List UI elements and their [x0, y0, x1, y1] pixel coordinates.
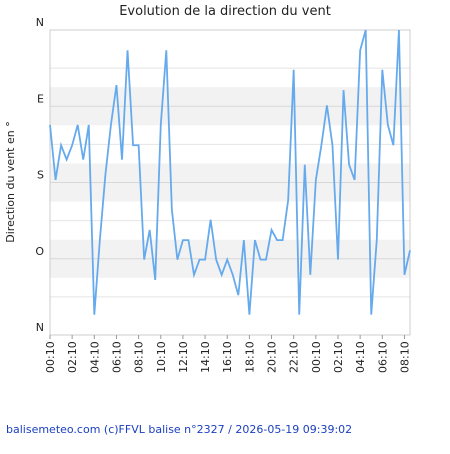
x-tick-label: 02:10 — [332, 341, 345, 373]
x-tick-label: 12:10 — [177, 341, 190, 373]
plot-frame — [49, 29, 411, 336]
x-tick-label: 00:10 — [44, 341, 57, 373]
x-tick-label: 04:10 — [88, 341, 101, 373]
chart-title: Evolution de la direction du vent — [119, 4, 331, 19]
footer: balisemeteo.com (c)FFVL balise n°2327 / … — [6, 423, 352, 436]
y-tick-label: N — [36, 321, 44, 334]
x-tick-label: 14:10 — [199, 341, 212, 373]
x-tick-label: 02:10 — [66, 341, 79, 373]
x-tick-label: 06:10 — [110, 341, 123, 373]
x-tick-label: 08:10 — [398, 341, 411, 373]
y-tick-label: O — [35, 245, 44, 258]
x-tick-label: 00:10 — [310, 341, 323, 373]
y-axis-label: Direction du vent en ° — [4, 121, 17, 242]
x-tick-label: 18:10 — [243, 341, 256, 373]
x-tick-label: 04:10 — [354, 341, 367, 373]
x-tick-label: 20:10 — [266, 341, 279, 373]
x-tick-label: 06:10 — [376, 341, 389, 373]
x-tick-label: 10:10 — [155, 341, 168, 373]
y-tick-label: S — [37, 169, 44, 182]
x-tick-label: 22:10 — [288, 341, 301, 373]
x-tick-label: 16:10 — [221, 341, 234, 373]
y-tick-label: E — [37, 92, 44, 105]
data-line — [49, 29, 411, 315]
y-tick-label: N — [36, 16, 44, 29]
x-tick-label: 08:10 — [133, 341, 146, 373]
